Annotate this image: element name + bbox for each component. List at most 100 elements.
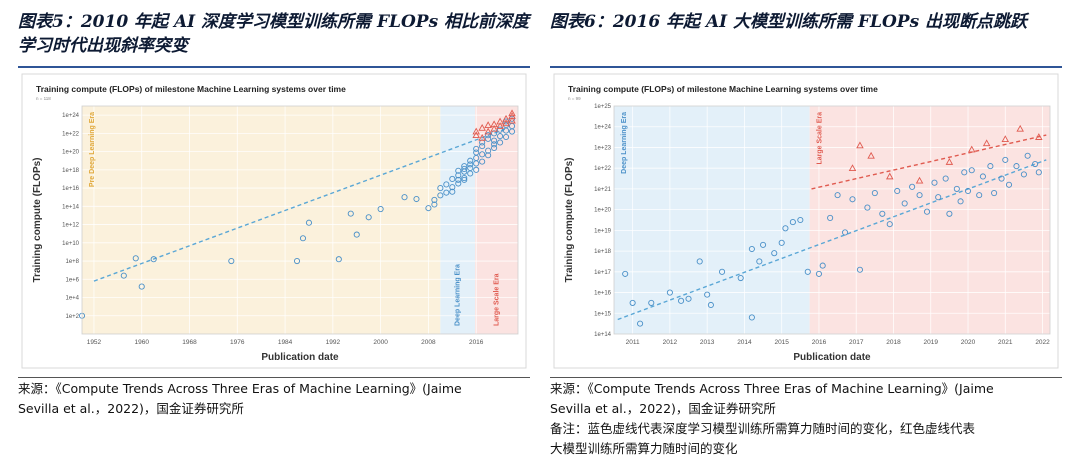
data-point [856, 266, 863, 273]
data-point [707, 301, 714, 309]
figure-6-body: Training compute (FLOPs) of milestone Ma… [550, 0, 1062, 470]
figure-5-title: 图表5：2010 年起 AI 深度学习模型训练所需 FLOPs 相比前深度学习时… [18, 12, 530, 56]
y-tick-label: 1e+18 [62, 168, 80, 174]
data-point [120, 272, 127, 279]
data-point [789, 219, 796, 226]
figure-5-body: Training compute (FLOPs) of milestone Ma… [18, 0, 530, 470]
data-point [1032, 160, 1039, 168]
era-band [440, 106, 475, 334]
data-point [484, 127, 492, 135]
data-point [437, 185, 444, 192]
era-label: Large Scale Era [816, 112, 823, 165]
data-point [797, 216, 804, 224]
data-point [834, 192, 841, 199]
x-tick-label: 2022 [1035, 339, 1050, 346]
y-tick-label: 1e+4 [65, 296, 79, 302]
chart-title: Training compute (FLOPs) of milestone Ma… [36, 84, 346, 94]
x-axis-label: Publication date [261, 352, 339, 363]
data-point [1016, 124, 1024, 132]
data-point [1020, 171, 1027, 178]
data-point [964, 187, 972, 195]
data-point [935, 194, 942, 201]
data-point [425, 205, 432, 212]
data-point [961, 169, 968, 176]
data-point [998, 175, 1005, 182]
y-axis-label: Training compute (FLOPs) [564, 157, 575, 282]
data-point [967, 145, 976, 153]
data-point [485, 135, 492, 142]
data-point [455, 180, 462, 187]
figure-6-source: 来源：《Compute Trends Across Three Eras of … [550, 379, 1062, 459]
data-point [1035, 133, 1043, 140]
data-point [991, 190, 998, 197]
figure-6: 图表6：2016 年起 AI 大模型训练所需 FLOPs 出现断点跳跃 [550, 0, 1062, 64]
x-tick-label: 2021 [998, 339, 1013, 346]
data-point [737, 274, 744, 282]
data-point [455, 176, 462, 183]
data-point [473, 166, 480, 173]
data-point [478, 133, 486, 141]
x-tick-label: 1984 [278, 339, 293, 346]
data-point [485, 132, 492, 139]
data-point [478, 123, 486, 131]
data-point [461, 163, 468, 170]
y-tick-label: 1e+17 [594, 270, 612, 276]
x-tick-label: 2016 [469, 339, 484, 346]
data-point [771, 250, 778, 257]
data-point [942, 175, 949, 182]
data-point [719, 268, 726, 275]
data-point [827, 214, 834, 221]
figure-5: 图表5：2010 年起 AI 深度学习模型训练所需 FLOPs 相比前深度学习时… [18, 0, 530, 64]
y-tick-label: 1e+19 [594, 228, 612, 234]
data-point [885, 172, 894, 180]
y-tick-label: 1e+8 [65, 259, 79, 265]
data-point [867, 151, 875, 159]
data-point [815, 270, 823, 277]
data-point [497, 133, 504, 140]
data-point [473, 149, 480, 156]
data-point [748, 245, 755, 253]
era-label: Pre Deep Learning Era [89, 112, 96, 187]
figure-6-chart-container: Training compute (FLOPs) of milestone Ma… [550, 72, 1062, 372]
data-point [401, 194, 408, 201]
figure-5-source-line-2: Sevilla et al.，2022)，国金证券研究所 [18, 401, 244, 416]
data-point [347, 210, 354, 217]
data-point [449, 184, 456, 191]
y-tick-label: 1e+15 [594, 311, 612, 317]
data-point [879, 210, 886, 217]
x-tick-label: 2011 [626, 339, 640, 346]
data-point [957, 198, 964, 205]
figure-5-title-rule [18, 66, 530, 68]
x-tick-label: 2019 [924, 339, 939, 346]
data-point [496, 122, 504, 129]
chart-subtitle: n = 99 [568, 96, 581, 101]
data-point [886, 221, 893, 228]
data-point [132, 255, 139, 262]
data-point [945, 158, 954, 165]
x-tick-label: 2020 [961, 339, 976, 346]
data-point [629, 299, 636, 306]
data-point [491, 141, 498, 148]
data-point [449, 188, 456, 195]
trend-line [811, 134, 1047, 190]
data-point [923, 208, 931, 215]
data-point [982, 139, 991, 147]
x-axis-label: Publication date [793, 352, 871, 363]
data-point [849, 196, 856, 203]
data-point [987, 163, 994, 170]
data-point [856, 141, 864, 149]
figure-6-source-rule [550, 377, 1062, 378]
era-label: Large Scale Era [493, 273, 500, 326]
data-point [461, 174, 468, 182]
era-band [614, 106, 810, 334]
data-point [685, 295, 692, 302]
data-point [1002, 156, 1009, 163]
figure-5-source: 来源：《Compute Trends Across Three Eras of … [18, 379, 530, 419]
data-point [497, 126, 504, 133]
x-tick-label: 1960 [134, 339, 149, 346]
data-point [479, 143, 486, 150]
data-point [508, 109, 516, 117]
data-point [778, 239, 785, 246]
x-tick-label: 2016 [812, 339, 827, 346]
data-point [916, 192, 923, 199]
